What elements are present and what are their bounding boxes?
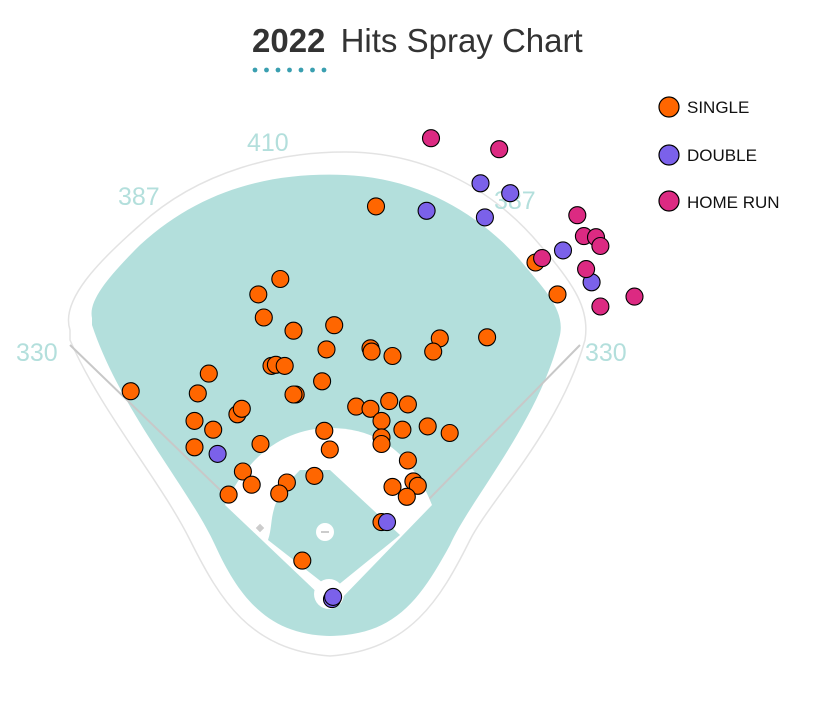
hit-point-single [418,417,437,436]
hit-point-single [317,340,336,359]
legend-marker-home-run [658,190,680,212]
third-base [255,523,265,533]
hit-point-home-run [577,260,596,279]
hit-point-single [383,477,402,496]
hit-point-single [251,434,270,454]
hit-point-single [313,372,332,391]
hit-point-single [121,382,140,401]
hit-point-single [398,451,417,470]
hit-point-single [372,434,391,454]
hit-point-double [324,587,343,606]
hit-point-double [471,174,490,193]
hit-point-single [305,466,324,485]
title-dot [275,67,281,73]
hit-point-single [362,342,381,361]
hit-point-single [271,269,290,289]
hit-points [121,129,644,609]
outfield-grass [91,174,561,636]
hit-point-double [377,513,397,532]
title-year: 2022 [252,22,325,59]
hit-point-single [397,487,416,506]
hit-point-single [315,421,334,440]
outfield-wall-outline [67,151,587,657]
hit-point-single [293,551,312,570]
title-text: Hits Spray Chart [341,22,583,59]
hit-point-single [185,411,204,430]
hit-point-single [548,285,567,304]
hit-point-single [219,485,238,504]
title-dot [287,67,292,73]
hit-point-single [188,384,207,403]
hit-point-home-run [591,297,610,316]
hit-point-double [208,444,227,463]
hit-point-single [254,308,273,327]
legend-item-home-run: HOME RUN [658,190,780,212]
legend-label-home-run: HOME RUN [687,193,780,212]
hit-point-double [501,184,520,203]
hit-point-single [249,285,268,304]
hit-point-home-run [568,206,587,225]
hit-point-single [284,385,303,404]
legend: SINGLE DOUBLE HOME RUN [658,96,780,212]
title-dot [321,67,327,73]
hit-point-single [383,346,402,366]
ballpark [67,151,587,657]
distance-label-center: 410 [247,129,289,157]
legend-label-single: SINGLE [687,98,749,117]
title-dot [264,67,269,73]
chart-title: 2022 Hits Spray Chart [252,22,583,59]
hit-point-single [408,476,427,495]
hit-point-single [233,462,252,481]
hit-point-single [185,438,204,457]
hit-point-home-run [533,249,552,268]
hit-point-single [361,399,380,418]
distance-label-left-center: 387 [118,183,160,211]
hit-point-single [398,395,417,414]
title-dot [252,67,258,73]
title-dot [310,67,315,73]
hit-point-single [232,399,251,418]
legend-item-single: SINGLE [658,96,749,118]
hit-point-single [393,420,412,439]
hit-point-home-run [490,140,509,159]
hit-point-single [325,316,344,335]
hit-point-single [199,364,218,383]
hit-point-single [440,423,459,443]
legend-label-double: DOUBLE [687,146,757,165]
legend-marker-single [658,96,680,118]
hit-point-single [204,420,223,439]
hit-point-single [366,197,386,216]
distance-label-left-line: 330 [16,339,58,367]
distance-label-right-line: 330 [585,339,627,367]
hit-point-home-run [591,236,610,256]
title-underline-dots [252,67,327,73]
hit-point-single [270,484,289,503]
hit-point-home-run [625,287,644,306]
hit-point-single [380,392,399,411]
hit-point-single [478,328,497,347]
title-dot [298,67,304,73]
hit-point-double [417,201,436,220]
hit-point-single [275,356,294,375]
hit-point-single [424,342,443,361]
hit-point-single [242,475,261,494]
hit-point-single [320,440,339,459]
legend-marker-double [658,144,680,166]
legend-item-double: DOUBLE [658,144,757,166]
hit-point-single [284,321,303,340]
hit-point-double [553,241,573,260]
hit-point-single [372,411,391,430]
hit-point-double [475,208,494,227]
hit-point-home-run [421,129,441,148]
